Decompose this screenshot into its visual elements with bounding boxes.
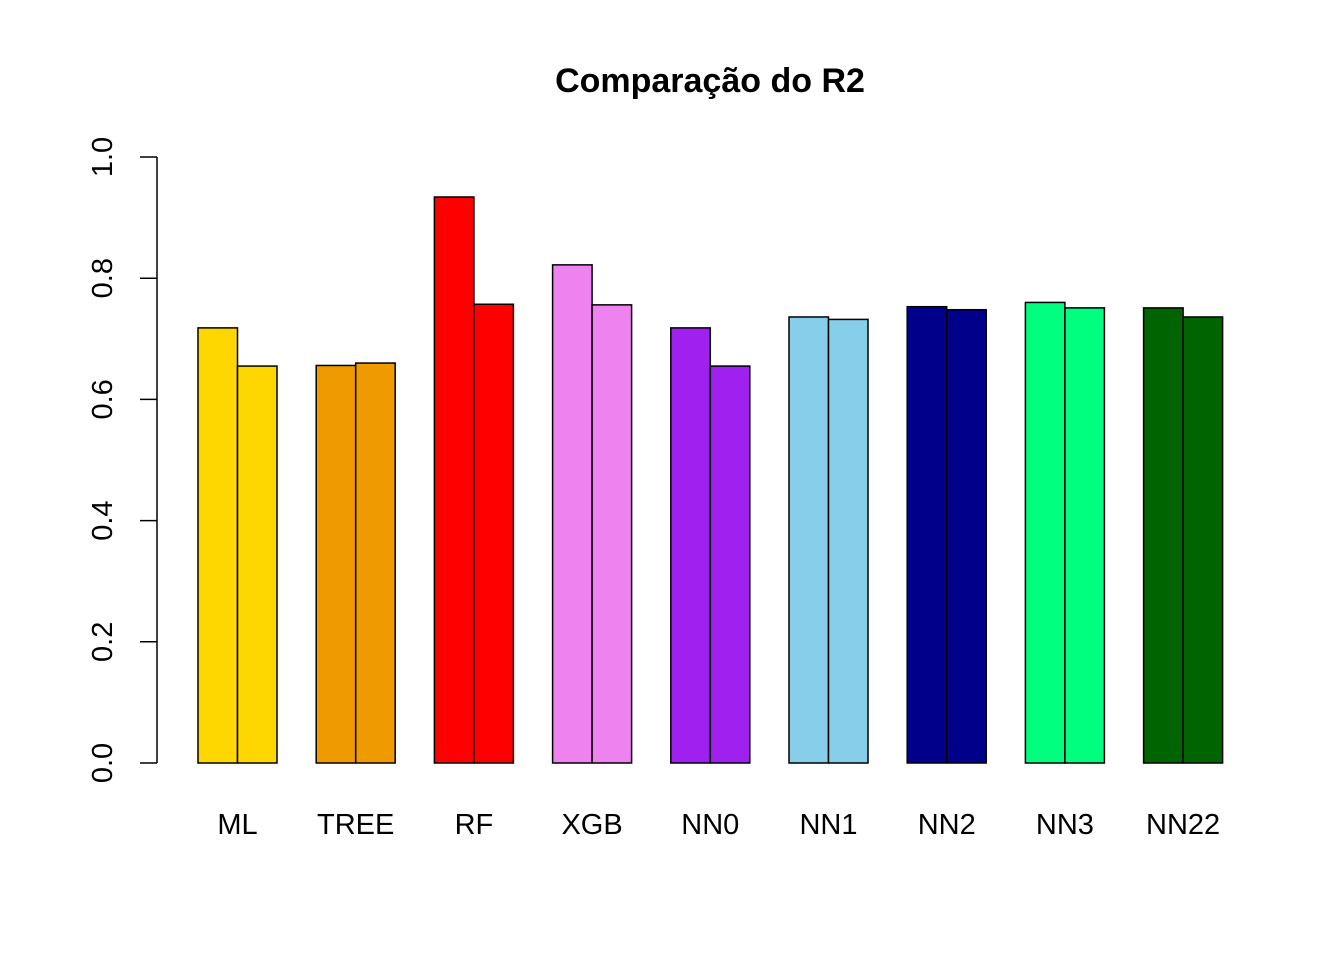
y-tick-label: 0.0: [87, 743, 119, 783]
y-axis: 0.0 0.2 0.4 0.6 0.8 1.0: [87, 137, 158, 783]
bar-nn1-1: [788, 316, 830, 764]
bar-nn22-1: [1142, 307, 1184, 764]
bar-nn0-1: [670, 327, 712, 764]
x-tick-label: NN2: [918, 809, 976, 841]
bar-rf-2: [473, 303, 515, 764]
x-tick-label: TREE: [317, 809, 394, 841]
x-tick-label: NN1: [799, 809, 857, 841]
y-tick-label: 0.6: [87, 379, 119, 419]
bar-nn2-2: [945, 308, 987, 764]
bar-nn3-2: [1064, 307, 1106, 764]
bar-xgb-1: [551, 264, 593, 764]
bar-ml-1: [197, 327, 239, 764]
bar-tree-2: [354, 362, 396, 764]
x-tick-label: XGB: [561, 809, 622, 841]
x-tick-label: NN0: [681, 809, 739, 841]
bar-nn0-2: [709, 365, 751, 764]
y-tick-label: 0.4: [87, 500, 119, 540]
y-tick-label: 0.8: [87, 258, 119, 298]
x-tick-label: NN22: [1146, 809, 1220, 841]
bar-nn22-2: [1182, 316, 1224, 764]
chart-title: Comparação do R2: [555, 62, 865, 100]
y-tick-label: 1.0: [87, 137, 119, 177]
bar-nn2-1: [906, 305, 948, 764]
x-tick-label: NN3: [1036, 809, 1094, 841]
bar-tree-1: [315, 364, 357, 764]
bar-nn1-2: [827, 318, 869, 764]
x-tick-label: RF: [455, 809, 494, 841]
bar-ml-2: [236, 365, 278, 764]
x-axis-labels: ML TREE RF XGB NN0 NN1 NN2 NN3 NN22: [217, 809, 1220, 841]
x-tick-label: ML: [217, 809, 257, 841]
bar-rf-1: [433, 196, 475, 764]
bar-xgb-2: [591, 304, 633, 764]
y-tick-label: 0.2: [87, 622, 119, 662]
bars: [197, 196, 1224, 764]
bar-nn3-1: [1024, 301, 1066, 764]
